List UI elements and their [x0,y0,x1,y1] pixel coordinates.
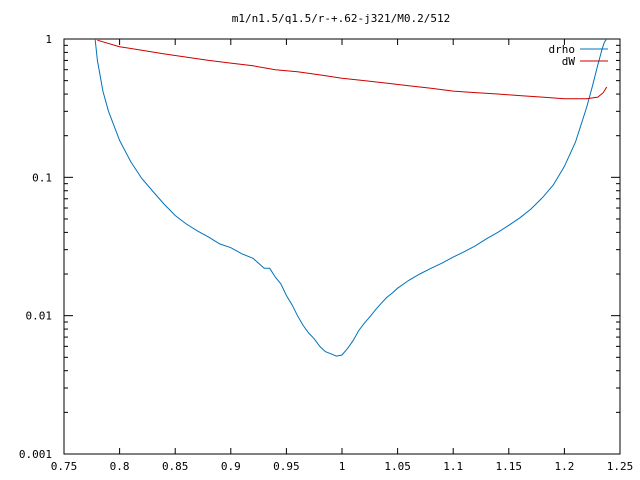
x-axis: 0.75 0.8 0.85 0.9 0.95 1 1.05 1.1 1.15 1.2 1.25 [51,39,634,473]
x-tick-label: 1.1 [443,460,463,473]
y-axis: 1 0.1 0.01 0.001 [19,33,620,461]
chart-title: m1/n1.5/q1.5/r-+.62-j321/M0.2/512 [232,12,451,25]
x-tick-label: 0.9 [221,460,241,473]
x-tick-label: 1.25 [607,460,634,473]
legend-label-drho: drho [549,43,576,56]
y-tick-label: 1 [45,33,52,46]
legend-label-dW: dW [562,55,576,68]
y-tick-label: 0.1 [32,171,52,184]
series-line-drho [94,38,608,357]
x-tick-label: 0.8 [110,460,130,473]
x-tick-label: 1.2 [554,460,574,473]
x-tick-label: 1.05 [384,460,411,473]
y-tick-label: 0.001 [19,448,52,461]
series-line-dW [97,39,608,100]
x-tick-label: 1 [339,460,346,473]
y-tick-label: 0.01 [26,310,53,323]
series-layer [94,38,608,357]
x-tick-label: 1.15 [496,460,523,473]
x-tick-label: 0.85 [162,460,189,473]
x-tick-label: 0.75 [51,460,78,473]
x-tick-label: 0.95 [273,460,300,473]
plot-frame [63,38,621,455]
